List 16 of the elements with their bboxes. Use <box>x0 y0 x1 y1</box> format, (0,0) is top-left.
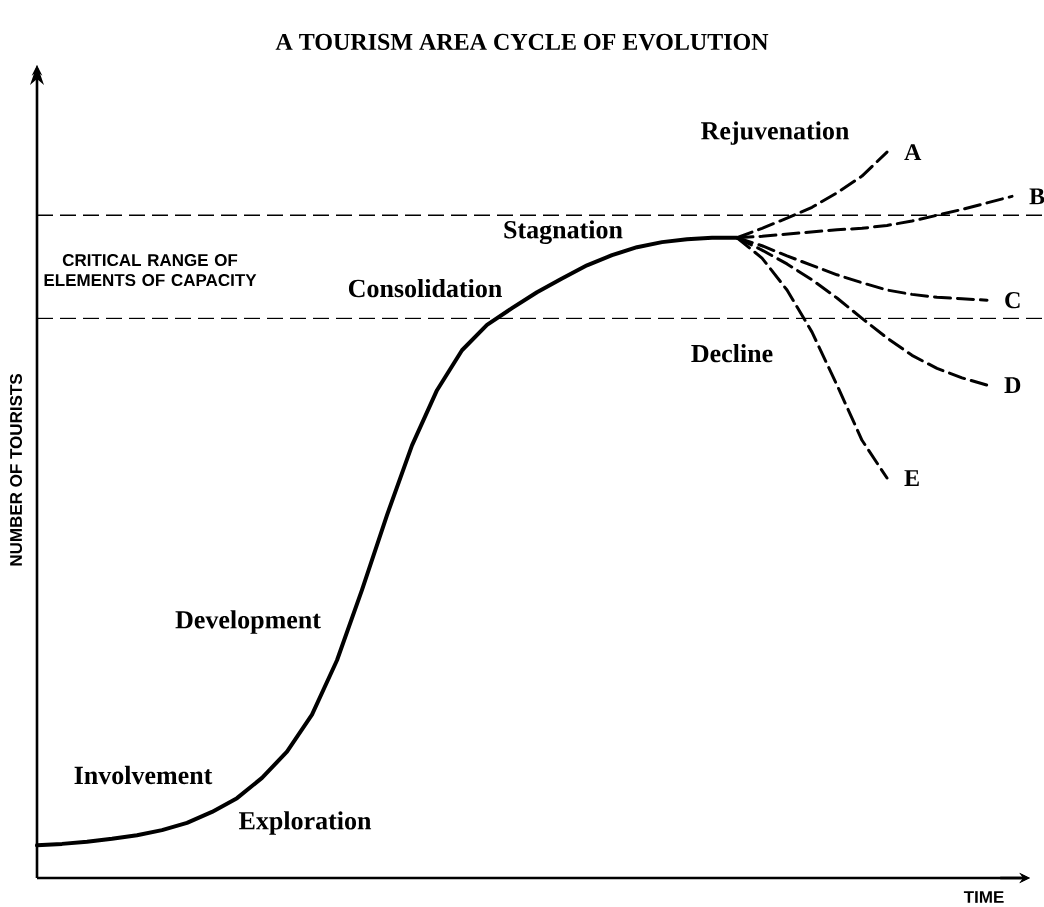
annotation: Consolidation <box>348 278 502 298</box>
y-axis-title: NUMBER OF TOURISTS <box>10 374 23 566</box>
annotation: Exploration <box>238 811 372 835</box>
series-label: C <box>1005 292 1020 309</box>
series-label: E <box>904 470 919 486</box>
chart-title: A TOURISM AREA CYCLE OF EVOLUTION <box>275 33 769 51</box>
annotation: Involvement <box>74 765 213 785</box>
annotation: Development <box>175 610 321 634</box>
series-label: D <box>1004 377 1021 393</box>
annotation: CRITICAL RANGE OF ELEMENTS OF CAPACITY <box>44 254 257 287</box>
annotation: Stagnation <box>504 220 623 244</box>
x-axis-title: TIME <box>963 891 1004 903</box>
series-label: B <box>1029 188 1044 205</box>
series-label: A <box>904 144 922 161</box>
text: Rejuvenation <box>701 121 850 145</box>
annotation: Decline <box>691 343 773 363</box>
